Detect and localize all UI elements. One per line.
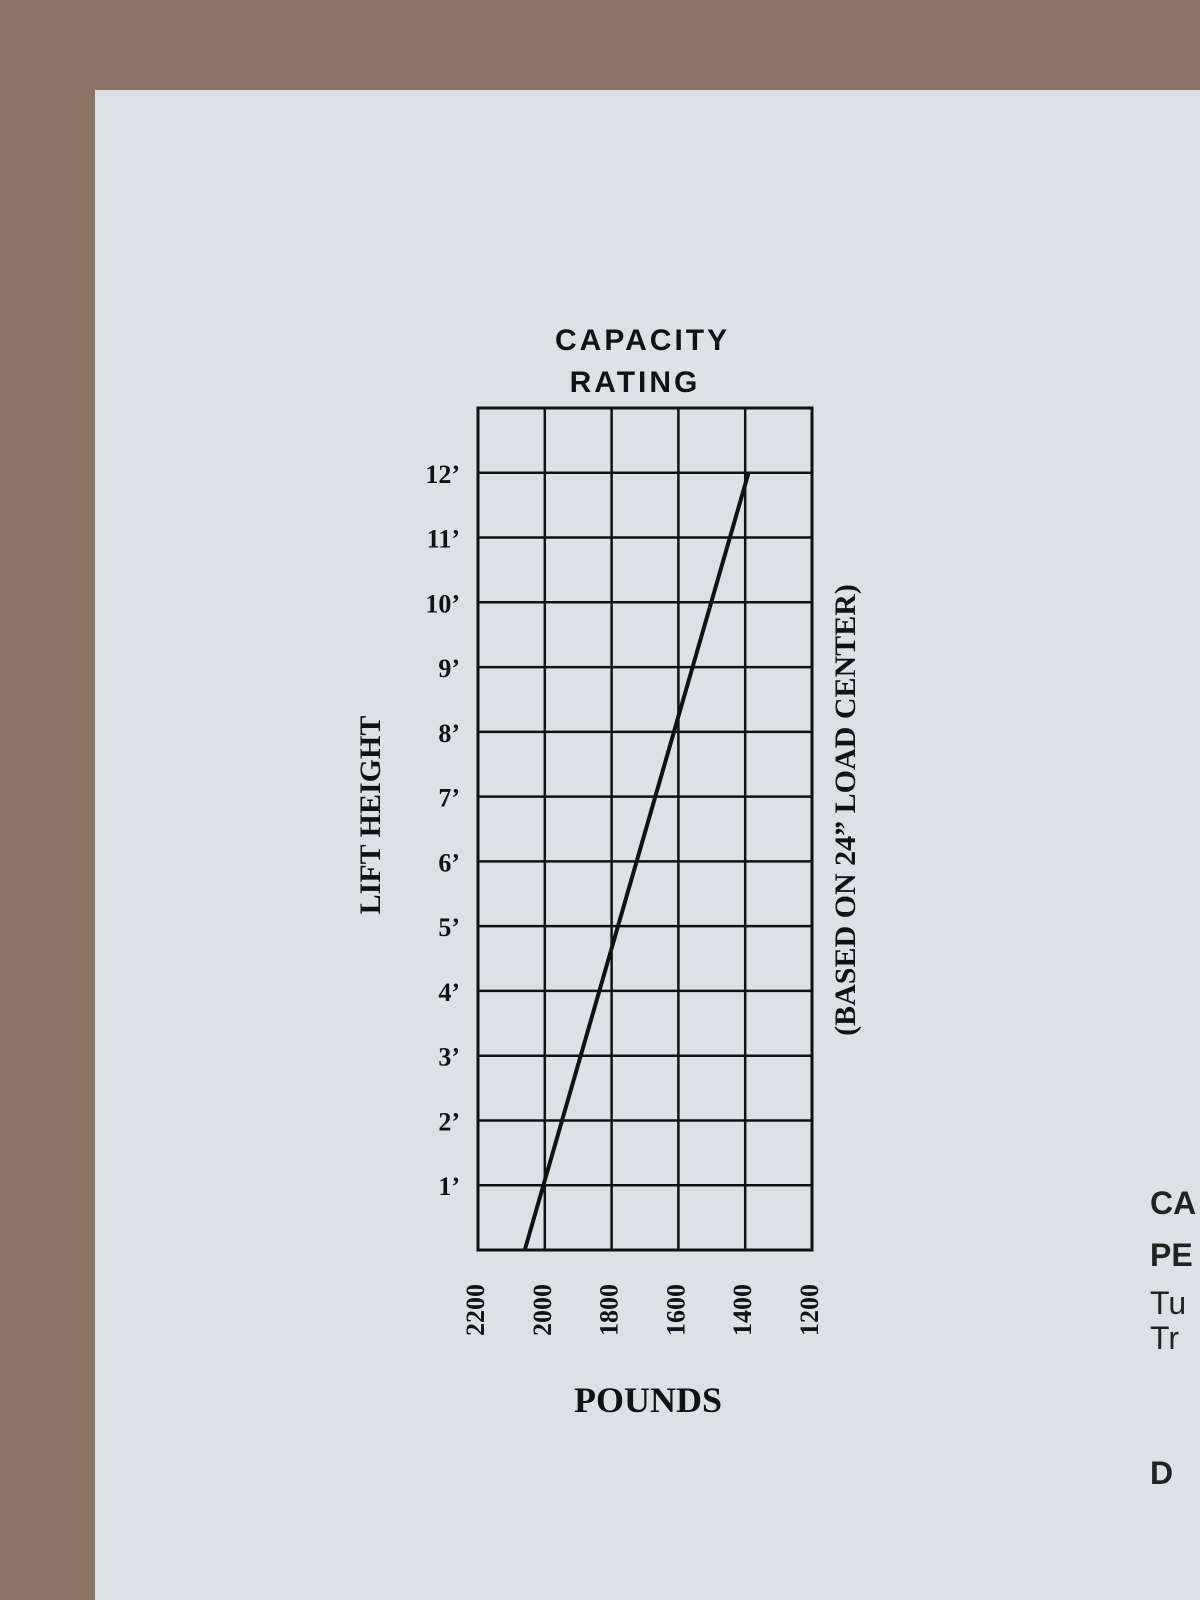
chart-title: CAPACITY RATING bbox=[555, 324, 731, 399]
x-tick-label: 1400 bbox=[728, 1284, 757, 1336]
cropped-text: CA bbox=[1150, 1185, 1197, 1221]
x-tick-label: 2200 bbox=[461, 1284, 490, 1336]
y-tick-label: 9’ bbox=[438, 654, 460, 683]
cropped-text: Tu bbox=[1150, 1285, 1187, 1321]
y-tick-label: 10’ bbox=[425, 589, 460, 618]
y-tick-label: 6’ bbox=[438, 848, 460, 877]
y-tick-label: 12’ bbox=[425, 460, 460, 489]
y-tick-label: 1’ bbox=[438, 1172, 460, 1201]
y-tick-label: 2’ bbox=[438, 1107, 460, 1136]
x-axis-label: POUNDS bbox=[574, 1380, 722, 1420]
y-tick-label: 4’ bbox=[438, 978, 460, 1007]
x-tick-label: 2000 bbox=[528, 1284, 557, 1336]
cropped-text: D bbox=[1150, 1455, 1174, 1491]
y-tick-label: 7’ bbox=[438, 784, 460, 813]
cropped-text: PE bbox=[1150, 1237, 1193, 1273]
y-axis-label: LIFT HEIGHT bbox=[354, 716, 387, 915]
x-tick-label: 1800 bbox=[595, 1284, 624, 1336]
y-tick-label: 5’ bbox=[438, 913, 460, 942]
y-tick-label: 11’ bbox=[427, 525, 460, 554]
x-tick-label: 1600 bbox=[661, 1284, 690, 1336]
data-line bbox=[522, 472, 751, 1251]
annotation: (BASED ON 24” LOAD CENTER) bbox=[829, 584, 862, 1036]
x-tick-label: 1200 bbox=[795, 1284, 824, 1336]
y-tick-label: 8’ bbox=[438, 719, 460, 748]
cropped-text: Tr bbox=[1150, 1320, 1180, 1356]
y-tick-label: 3’ bbox=[438, 1043, 460, 1072]
paper bbox=[95, 90, 1200, 1600]
